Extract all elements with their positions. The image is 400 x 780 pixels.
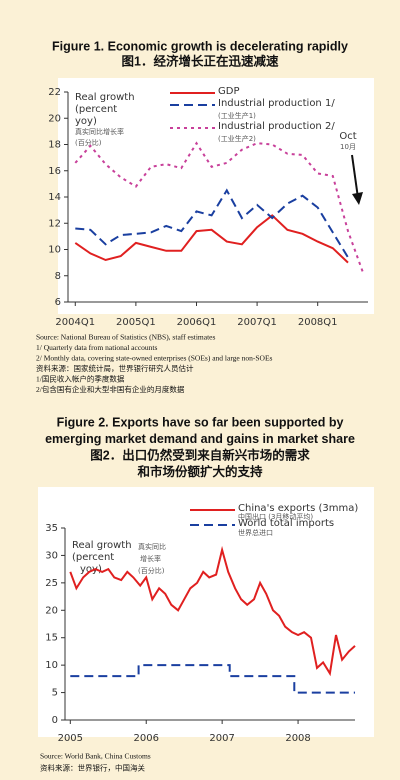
x-tick-label: 2007Q1	[237, 317, 277, 328]
y-tick-label: 15	[45, 633, 58, 644]
legend-label: China's exports (3mma)	[238, 503, 358, 514]
plot-background	[58, 78, 374, 314]
legend-label: GDP	[218, 86, 239, 97]
note: 2/ Monthly data, covering state-owned en…	[36, 354, 273, 363]
figure-title: 和市场份额扩大的支持	[136, 464, 263, 479]
axis-label: Real growth	[75, 92, 135, 103]
legend-label: Industrial production 1/	[218, 98, 335, 109]
note: 资料来源：世界银行，中国海关	[40, 763, 145, 773]
axis-label: (percent	[72, 552, 114, 563]
figure-subtitle: 图1．经济增长正在迅速减速	[122, 53, 279, 68]
note: Source: World Bank, China Customs	[40, 752, 151, 761]
y-tick-label: 6	[55, 297, 61, 308]
y-tick-label: 30	[45, 550, 58, 561]
series-line	[70, 664, 355, 694]
axis-label: Real growth	[72, 540, 132, 551]
y-tick-label: 10	[48, 245, 61, 256]
figure-title: 图2．出口仍然受到来自新兴市场的需求	[90, 447, 310, 462]
axis-label: (百分比)	[75, 138, 102, 147]
axis-label: (百分比)	[138, 566, 165, 575]
y-tick-label: 20	[48, 113, 61, 124]
note: 2/包含国有企业和大型非国有企业的月度数据	[36, 384, 185, 394]
legend-label: World total imports	[238, 518, 334, 529]
axis-label: 增长率	[140, 554, 161, 563]
series-line	[74, 214, 349, 264]
note: Source: National Bureau of Statistics (N…	[36, 333, 215, 342]
y-tick-label: 5	[52, 688, 58, 699]
y-tick-label: 8	[55, 271, 61, 282]
series-line	[74, 141, 365, 274]
annotation: Oct	[339, 131, 356, 142]
y-tick-label: 35	[45, 523, 58, 534]
x-tick-label: 2008	[285, 733, 310, 744]
legend-label-zh: (工业生产2)	[218, 134, 256, 143]
axis-label: 真实同比增长率	[75, 127, 124, 136]
x-tick-label: 2007	[209, 733, 234, 744]
legend-label-zh: (工业生产1)	[218, 111, 256, 120]
axis-label: 真实同比	[138, 542, 166, 551]
y-tick-label: 25	[45, 578, 58, 589]
y-tick-label: 0	[52, 715, 58, 726]
arrow-head	[352, 192, 363, 205]
figure-title: Figure 1. Economic growth is deceleratin…	[52, 39, 348, 53]
y-tick-label: 10	[45, 660, 58, 671]
axis-label: (percent	[75, 104, 117, 115]
arrow	[351, 154, 359, 199]
y-tick-label: 20	[45, 605, 58, 616]
note: 1/国民收入帐户的季度数据	[36, 374, 125, 384]
x-tick-label: 2004Q1	[55, 317, 95, 328]
y-tick-label: 12	[48, 218, 61, 229]
y-tick-label: 14	[48, 192, 61, 203]
figure-title: emerging market demand and gains in mark…	[45, 432, 355, 446]
x-tick-label: 2008Q1	[298, 317, 338, 328]
series-line	[69, 545, 356, 677]
x-tick-label: 2006Q1	[177, 317, 217, 328]
annotation: 10月	[340, 143, 356, 151]
note: 资料来源：国家统计局，世界银行研究人员估计	[36, 363, 194, 373]
x-tick-label: 2006	[134, 733, 159, 744]
y-tick-label: 22	[48, 87, 61, 98]
y-tick-label: 16	[48, 166, 61, 177]
y-tick-label: 18	[48, 140, 61, 151]
plot-background	[38, 487, 374, 737]
figure-title: Figure 2. Exports have so far been suppo…	[57, 415, 344, 429]
axis-label: yoy)	[80, 564, 102, 575]
legend-label-zh: 世界总进口	[238, 528, 273, 537]
legend-label: Industrial production 2/	[218, 121, 335, 132]
x-tick-label: 2005Q1	[116, 317, 156, 328]
legend-label-zh: 中国出口 (3月移动平均)	[238, 512, 313, 521]
axis-label: yoy)	[75, 116, 97, 127]
x-tick-label: 2005	[58, 733, 83, 744]
series-line	[75, 188, 349, 258]
note: 1/ Quarterly data from national accounts	[36, 343, 157, 352]
